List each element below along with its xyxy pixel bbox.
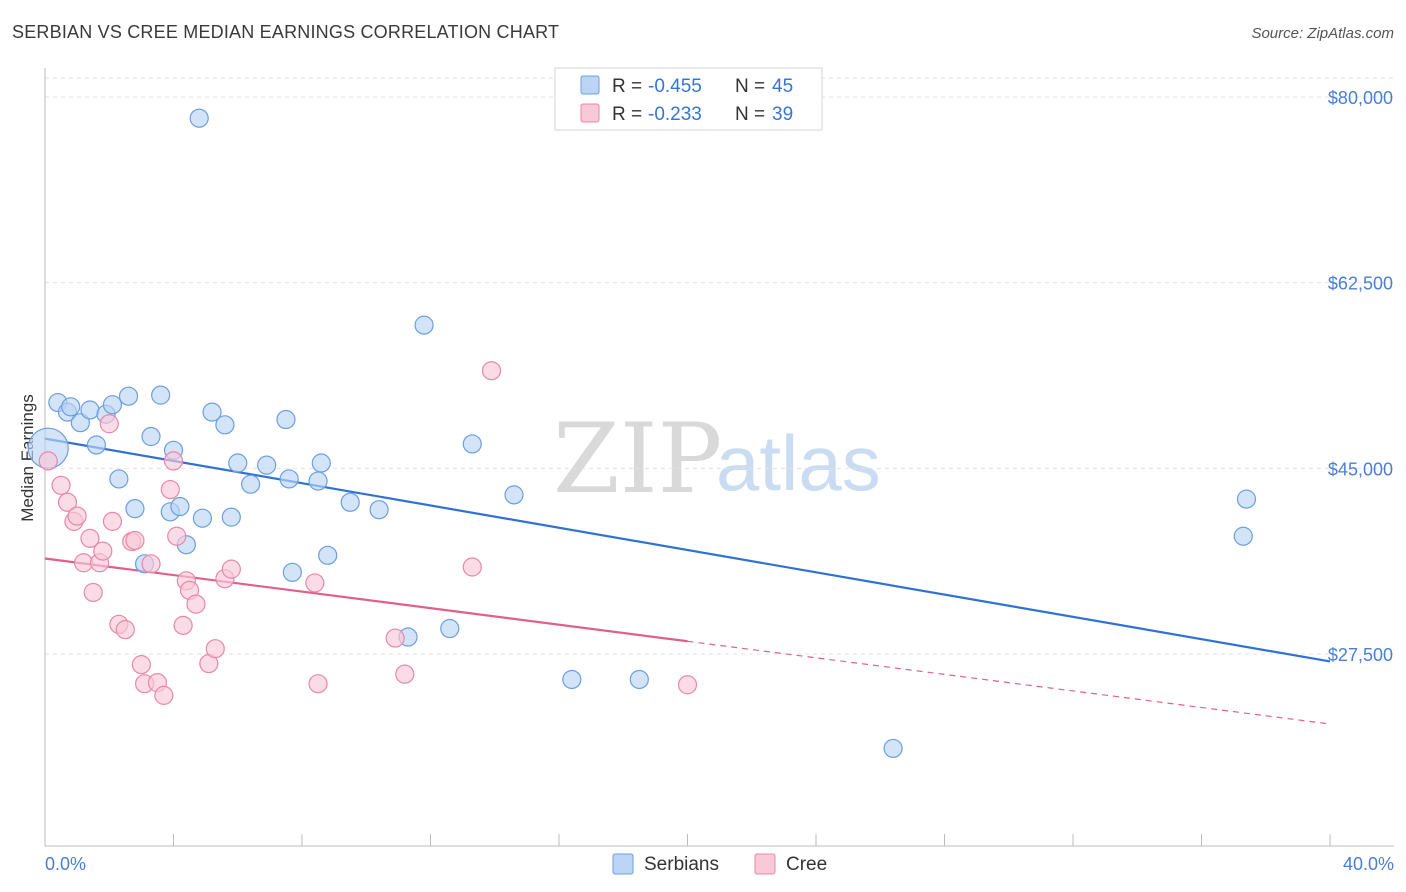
serbians-point	[1236, 489, 1257, 509]
serbians-point	[118, 386, 139, 406]
serbians-point	[562, 669, 582, 690]
cree-point	[385, 628, 405, 648]
serbians-n-value: 45	[772, 76, 793, 97]
serbians-n-label: N =	[735, 76, 765, 97]
y-axis-label: Median Earnings	[18, 394, 37, 522]
watermark-atlas: atlas	[716, 419, 881, 507]
cree-r-label: R =	[612, 104, 642, 125]
serbians-point	[241, 474, 261, 494]
cree-point	[154, 685, 174, 705]
x-tick-label-start: 0.0%	[45, 854, 86, 874]
serbians-point	[125, 499, 145, 519]
legend-label-serbians: Serbians	[644, 854, 719, 875]
serbians-point	[369, 500, 389, 520]
chart-title: SERBIAN VS CREE MEDIAN EARNINGS CORRELAT…	[12, 22, 560, 42]
cree-point	[163, 451, 184, 471]
serbians-point	[883, 738, 903, 759]
serbians-point	[340, 492, 360, 512]
y-tick-label: $80,000	[1328, 88, 1393, 108]
x-tick-label-end: 40.0%	[1343, 854, 1394, 874]
y-tick-label: $27,500	[1328, 645, 1393, 665]
serbians-point	[221, 507, 241, 527]
y-tick-label: $62,500	[1328, 274, 1393, 294]
serbians-point	[70, 413, 90, 433]
cree-point	[51, 475, 71, 495]
cree-point	[186, 594, 206, 614]
serbians-r-value: -0.455	[648, 76, 702, 97]
serbians-stat-swatch	[580, 75, 600, 95]
serbians-point	[202, 402, 222, 422]
legend-swatch-cree	[754, 853, 776, 875]
serbians-trend-line	[44, 437, 1331, 663]
cree-point	[67, 506, 87, 526]
serbians-point	[279, 469, 299, 489]
source-label: Source: ZipAtlas.com	[1251, 25, 1394, 42]
cree-point	[115, 619, 135, 640]
cree-point	[99, 414, 119, 434]
serbians-point	[414, 315, 434, 335]
serbians-point	[282, 562, 302, 582]
y-tick-labels: $80,000 $62,500 $45,000 $27,500	[1328, 88, 1393, 665]
cree-point	[57, 492, 78, 512]
serbians-point	[86, 435, 107, 455]
serbians-point	[192, 508, 213, 528]
cree-point	[308, 674, 328, 694]
x-ticks	[44, 834, 1331, 846]
cree-point	[221, 559, 241, 579]
serbians-point	[257, 455, 277, 475]
series-legend: Serbians Cree	[612, 853, 827, 875]
serbians-point	[109, 469, 129, 489]
serbians-point	[311, 453, 331, 473]
serbians-point	[151, 385, 171, 405]
cree-point	[481, 361, 502, 381]
serbians-point	[141, 426, 161, 447]
serbians-point	[170, 496, 190, 517]
serbians-point	[504, 485, 524, 505]
serbians-point	[318, 545, 338, 565]
serbians-point	[276, 409, 296, 430]
serbians-r-label: R =	[612, 76, 642, 97]
cree-point	[125, 530, 145, 551]
stats-legend: R = -0.455 N = 45 R = -0.233 N = 39	[554, 67, 823, 131]
serbians-point	[61, 397, 81, 417]
serbians-point	[1233, 526, 1253, 546]
cree-point	[167, 526, 187, 546]
watermark-zip: ZIP	[553, 403, 722, 515]
cree-r-value: -0.233	[648, 104, 702, 125]
serbians-point	[462, 434, 482, 454]
cree-n-value: 39	[772, 104, 793, 125]
serbians-point	[189, 108, 209, 128]
cree-point	[462, 557, 482, 577]
serbians-point	[440, 618, 460, 639]
gridlines	[45, 77, 1394, 655]
serbians-point	[308, 471, 328, 491]
serbians-point	[629, 669, 649, 690]
cree-point	[73, 553, 94, 573]
cree-point	[102, 511, 123, 531]
cree-point	[80, 528, 100, 548]
serbians-point	[215, 415, 235, 435]
cree-point	[38, 451, 58, 471]
cree-point	[677, 675, 698, 695]
serbians-point	[102, 395, 123, 415]
cree-point	[131, 655, 151, 675]
cree-point	[160, 479, 180, 500]
cree-point	[83, 582, 103, 603]
serbians-point	[80, 400, 100, 420]
cree-n-label: N =	[735, 104, 765, 125]
serbians-point	[228, 453, 248, 473]
cree-point	[205, 639, 225, 659]
cree-point	[173, 615, 193, 635]
data-points	[27, 108, 1257, 759]
cree-point	[93, 541, 113, 561]
cree-point	[395, 664, 415, 684]
legend-label-cree: Cree	[786, 854, 827, 875]
cree-point	[141, 554, 161, 574]
y-tick-label: $45,000	[1328, 459, 1393, 479]
cree-trend-line-extension	[687, 640, 1331, 725]
legend-swatch-serbians	[612, 853, 634, 875]
cree-point	[305, 573, 325, 593]
cree-stat-swatch	[580, 103, 600, 123]
